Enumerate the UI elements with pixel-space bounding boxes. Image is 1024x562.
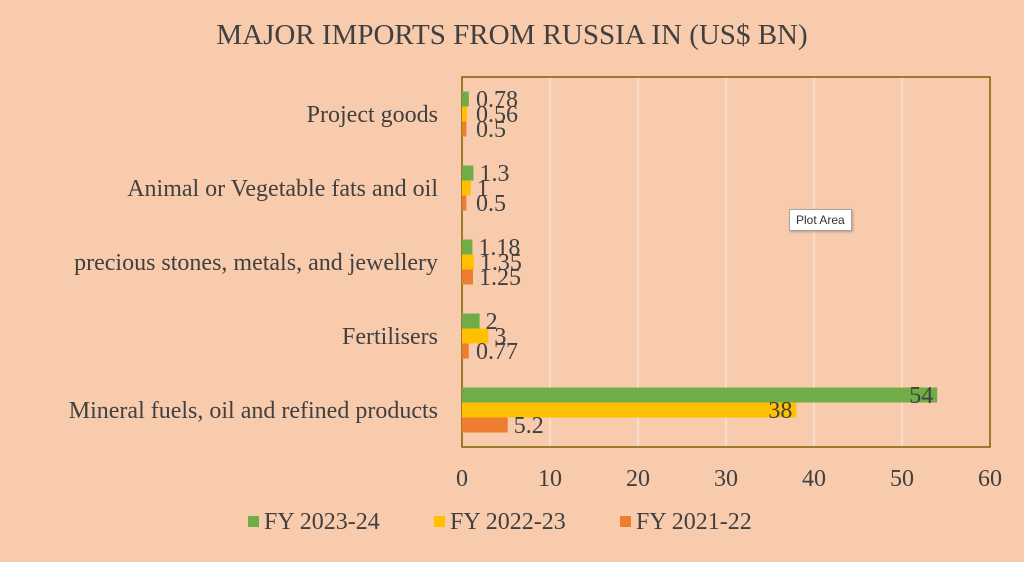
bar [462,106,467,122]
bar [462,269,473,285]
x-tick-label: 0 [456,466,468,492]
data-label: 5.2 [514,413,544,439]
x-tick-label: 30 [714,466,738,492]
x-tick-label: 40 [802,466,826,492]
bar [462,343,469,359]
data-label: 38 [768,398,792,424]
legend-swatch [434,516,445,527]
data-label: 1 [477,176,489,202]
data-label: 1.18 [478,235,520,261]
legend-swatch [248,516,259,527]
data-label: 3 [494,324,506,350]
category-label: Fertilisers [342,324,438,350]
data-label: 1.25 [479,265,521,291]
data-label: 1.3 [479,161,509,187]
plot-area-tooltip: Plot Area [789,209,852,231]
bar [462,91,469,107]
category-label: precious stones, metals, and jewellery [74,250,438,276]
bar [462,254,474,270]
legend-label: FY 2022-23 [450,509,566,535]
bar [462,313,480,329]
data-label: 0.56 [476,102,518,128]
category-label: Project goods [307,102,438,128]
bar [462,417,508,433]
plot-area[interactable] [461,76,991,448]
bar [462,387,938,403]
legend: FY 2023-24 FY 2022-23 FY 2021-22 [248,509,752,535]
data-label: 0.78 [476,87,518,113]
x-tick-label: 10 [538,466,562,492]
bar [462,195,467,211]
legend-label: FY 2023-24 [264,509,380,535]
data-label: 0.5 [476,117,506,143]
legend-label: FY 2021-22 [636,509,752,535]
data-label: 0.77 [476,339,518,365]
bar [462,239,473,255]
bar [462,165,474,181]
x-tick-label: 50 [890,466,914,492]
x-tick-label: 60 [978,466,1002,492]
category-label: Animal or Vegetable fats and oil [127,176,438,202]
chart-title: MAJOR IMPORTS FROM RUSSIA IN (US$ BN) [216,19,807,51]
data-label: 0.5 [476,191,506,217]
legend-swatch [620,516,631,527]
bar [462,328,489,344]
bar [462,180,471,196]
category-label: Mineral fuels, oil and refined products [69,398,438,424]
data-label: 54 [909,383,933,409]
data-label: 2 [486,309,498,335]
bar [462,121,467,137]
data-label: 1.35 [480,250,522,276]
bar [462,402,797,418]
x-tick-label: 20 [626,466,650,492]
